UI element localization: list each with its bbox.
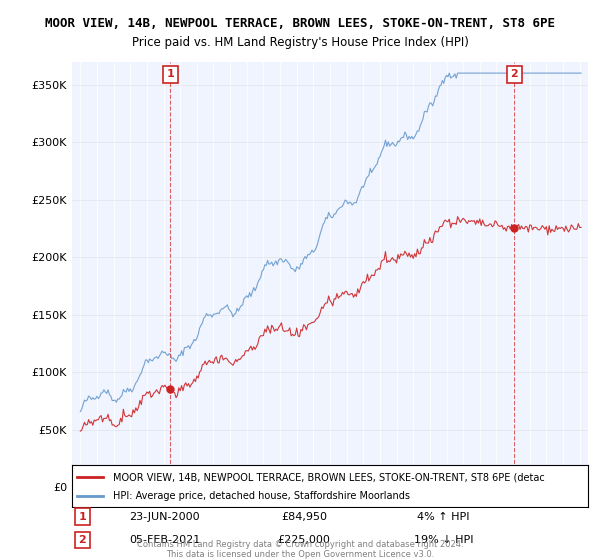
Text: MOOR VIEW, 14B, NEWPOOL TERRACE, BROWN LEES, STOKE-ON-TRENT, ST8 6PE (detac: MOOR VIEW, 14B, NEWPOOL TERRACE, BROWN L… [113, 473, 545, 482]
Text: 1: 1 [79, 512, 86, 522]
Text: Contains HM Land Registry data © Crown copyright and database right 2024.
This d: Contains HM Land Registry data © Crown c… [137, 540, 463, 559]
Text: Price paid vs. HM Land Registry's House Price Index (HPI): Price paid vs. HM Land Registry's House … [131, 36, 469, 49]
Text: 1: 1 [167, 69, 175, 80]
Text: MOOR VIEW, 14B, NEWPOOL TERRACE, BROWN LEES, STOKE-ON-TRENT, ST8 6PE: MOOR VIEW, 14B, NEWPOOL TERRACE, BROWN L… [45, 17, 555, 30]
Text: £225,000: £225,000 [278, 535, 331, 545]
Text: 2: 2 [511, 69, 518, 80]
Text: 23-JUN-2000: 23-JUN-2000 [130, 512, 200, 522]
Text: 4% ↑ HPI: 4% ↑ HPI [417, 512, 470, 522]
Text: £84,950: £84,950 [281, 512, 327, 522]
Text: 19% ↓ HPI: 19% ↓ HPI [414, 535, 473, 545]
Text: 05-FEB-2021: 05-FEB-2021 [129, 535, 200, 545]
Text: HPI: Average price, detached house, Staffordshire Moorlands: HPI: Average price, detached house, Staf… [113, 491, 410, 501]
Text: 2: 2 [79, 535, 86, 545]
